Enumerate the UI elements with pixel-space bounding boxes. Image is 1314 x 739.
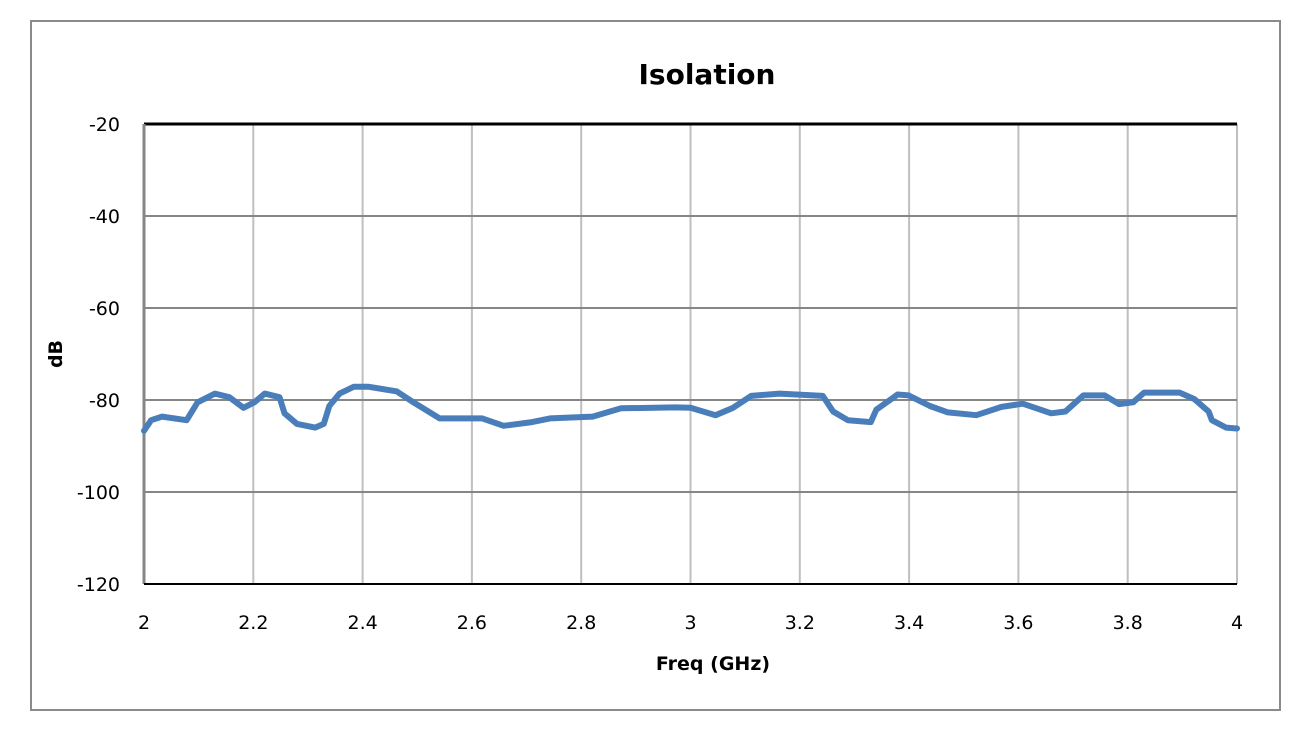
y-tick-label: -20	[89, 114, 120, 136]
x-tick-label: 2	[138, 612, 150, 634]
x-tick-label: 3.8	[1113, 612, 1143, 634]
y-tick-label: -80	[89, 390, 120, 412]
x-tick-label: 2.4	[347, 612, 377, 634]
x-tick-label: 4	[1231, 612, 1243, 634]
x-tick-label: 2.2	[238, 612, 268, 634]
x-tick-label: 2.8	[566, 612, 596, 634]
y-tick-label: -40	[89, 206, 120, 228]
y-axis-label: dB	[45, 340, 67, 368]
isolation-series-line	[141, 383, 1240, 434]
x-tick-label: 3	[684, 612, 696, 634]
grid	[144, 122, 1238, 585]
x-tick-label: 3.4	[894, 612, 924, 634]
y-tick-label: -100	[77, 482, 120, 504]
y-tick-label: -120	[77, 574, 120, 596]
y-tick-label: -60	[89, 298, 120, 320]
x-axis-label: Freq (GHz)	[656, 653, 770, 675]
x-tick-label: 3.2	[785, 612, 815, 634]
tick-labels: 2 2.2 2.4 2.6 2.8 3 3.2 3.4 3.6 3.8 4 -20 -40 -60 -80 -…	[77, 114, 1243, 634]
x-tick-label: 3.6	[1003, 612, 1033, 634]
chart-title: Isolation	[639, 58, 776, 91]
series-layer	[141, 383, 1240, 434]
axes	[142, 124, 1237, 585]
x-tick-label: 2.6	[457, 612, 487, 634]
chart-frame	[30, 20, 1281, 711]
